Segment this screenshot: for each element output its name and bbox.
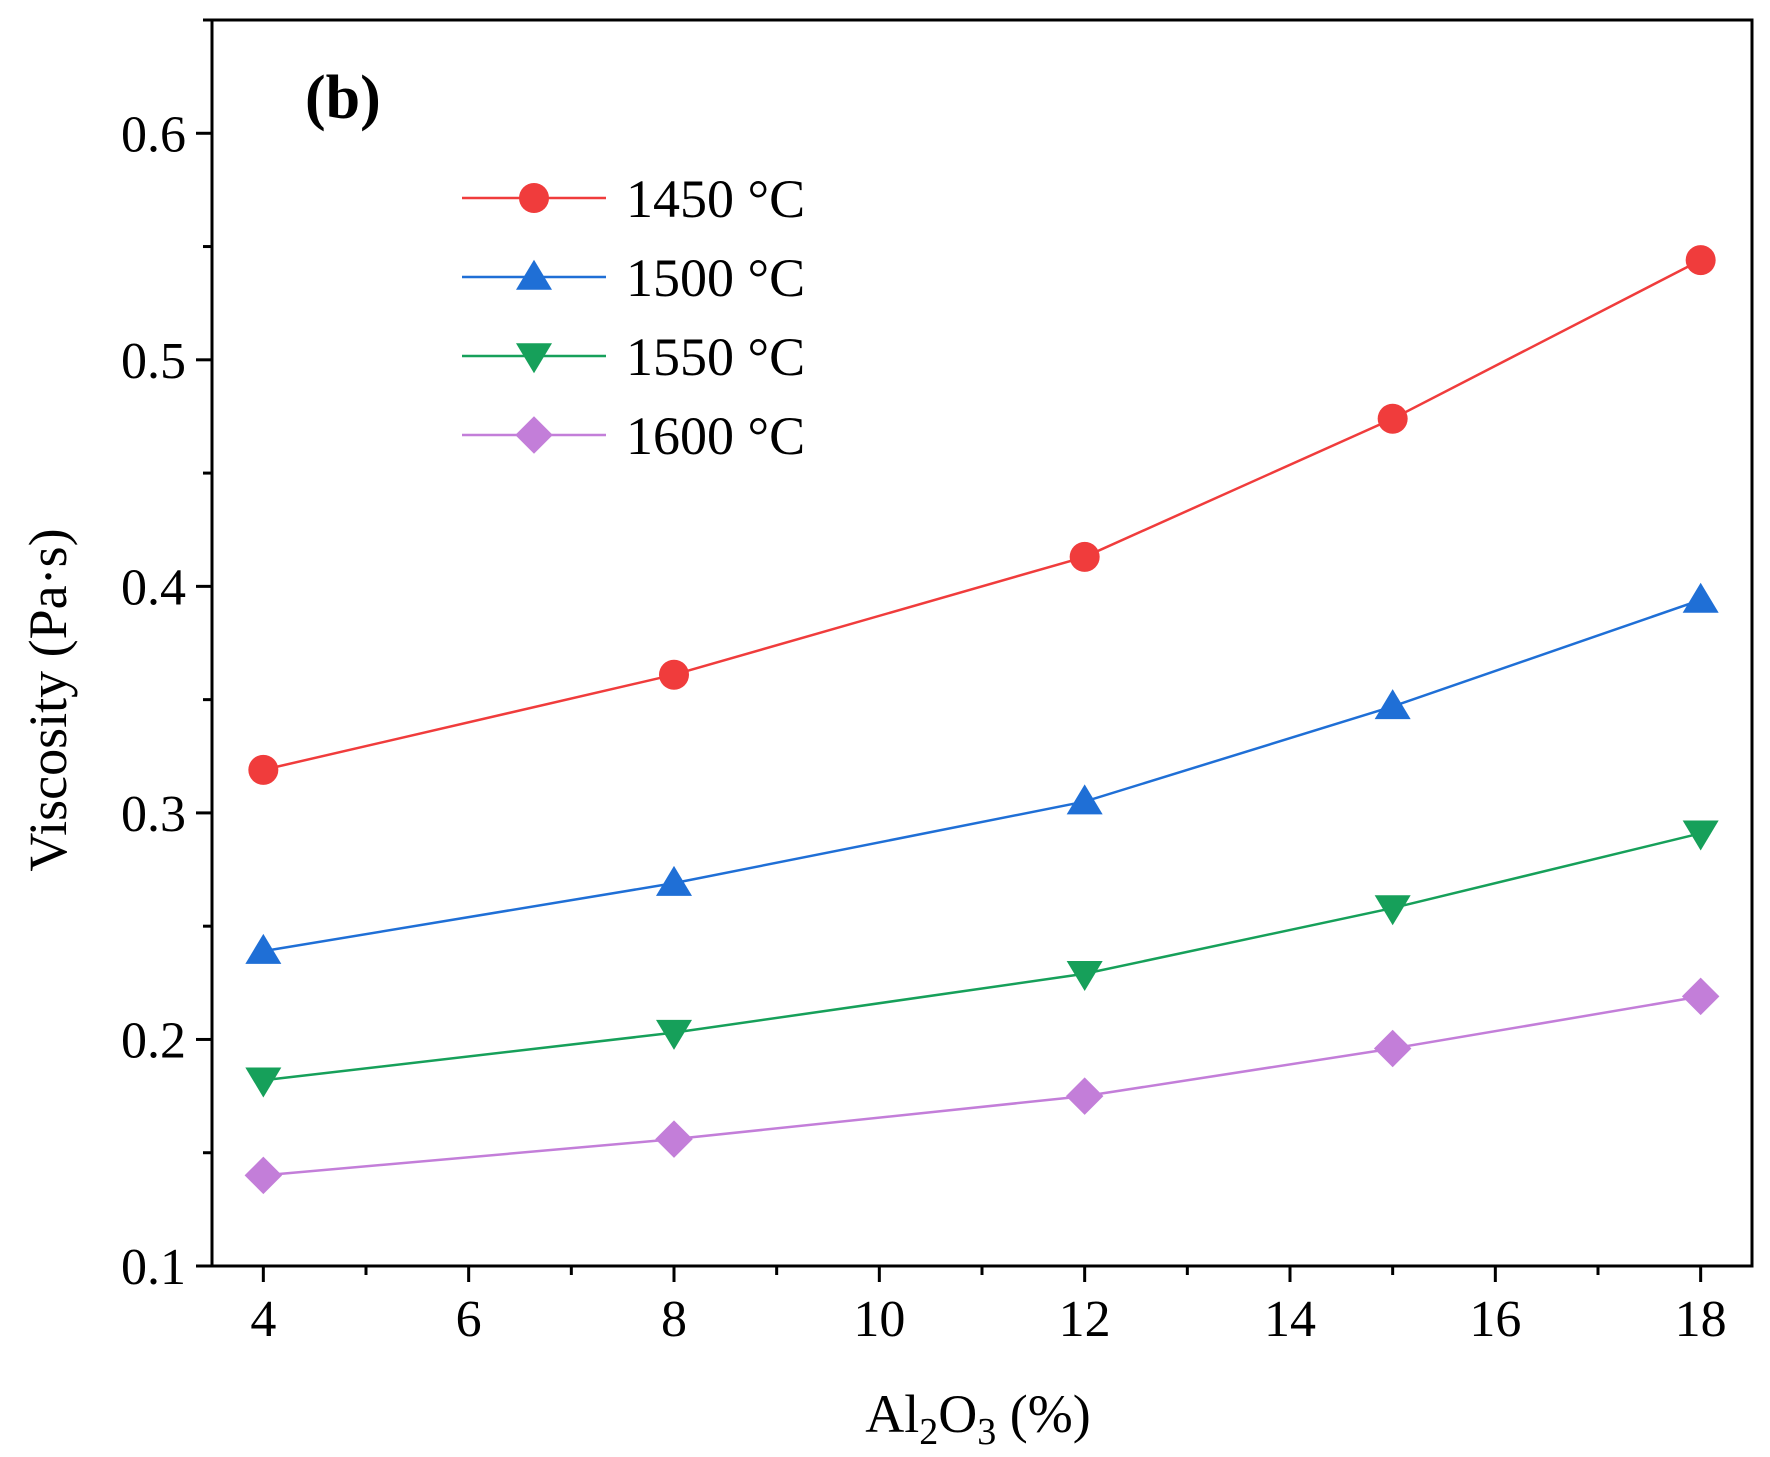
series-1600 bbox=[244, 977, 1720, 1195]
legend-label: 1500 °C bbox=[626, 248, 805, 308]
series-layer bbox=[244, 245, 1720, 1195]
data-point bbox=[1374, 689, 1411, 720]
x-tick-label: 8 bbox=[661, 1291, 687, 1348]
x-tick-label: 14 bbox=[1264, 1291, 1316, 1348]
y-tick-label: 0.3 bbox=[121, 786, 186, 843]
x-tick-label: 16 bbox=[1469, 1291, 1521, 1348]
data-point bbox=[244, 1156, 283, 1195]
data-point bbox=[245, 1067, 282, 1098]
legend-marker bbox=[515, 416, 553, 454]
data-point bbox=[1681, 977, 1720, 1016]
x-tick-label: 12 bbox=[1059, 1291, 1111, 1348]
legend-marker bbox=[519, 183, 549, 213]
x-axis-title: Al2O3 (%) bbox=[865, 1384, 1090, 1453]
data-point bbox=[1066, 961, 1103, 992]
panel-label: (b) bbox=[305, 64, 381, 132]
data-point bbox=[245, 933, 282, 964]
x-tick-label: 4 bbox=[250, 1291, 276, 1348]
y-tick-label: 0.4 bbox=[121, 559, 186, 616]
data-point bbox=[1374, 895, 1411, 926]
series-1450 bbox=[248, 245, 1716, 785]
legend-marker bbox=[516, 259, 552, 290]
legend-marker bbox=[516, 343, 552, 374]
legend-entry: 1550 °C bbox=[462, 327, 805, 387]
data-point bbox=[1066, 784, 1103, 815]
axes-layer: 4 6 8 10 12 14 16 18 0.1 0.2 0.3 0.4 0.5 0.6 bbox=[121, 18, 1754, 1348]
data-point bbox=[659, 659, 689, 690]
x-tick-label: 6 bbox=[456, 1291, 482, 1348]
legend-entry: 1450 °C bbox=[462, 169, 805, 229]
y-axis-title: Viscosity (Pa·s) bbox=[18, 528, 78, 871]
data-point bbox=[656, 865, 692, 896]
data-point bbox=[1682, 582, 1719, 613]
y-tick-label: 0.1 bbox=[121, 1239, 186, 1296]
x-tick-label: 10 bbox=[853, 1291, 905, 1348]
data-point bbox=[1685, 245, 1716, 276]
y-tick-label: 0.6 bbox=[121, 106, 186, 163]
data-point bbox=[1069, 541, 1100, 572]
y-tick-label: 0.2 bbox=[121, 1012, 186, 1069]
data-point bbox=[1065, 1077, 1104, 1115]
legend-entry: 1500 °C bbox=[462, 248, 805, 308]
data-point bbox=[656, 1019, 692, 1050]
series-1500 bbox=[245, 582, 1719, 964]
data-point bbox=[1682, 820, 1719, 851]
legend-label: 1450 °C bbox=[626, 169, 805, 229]
legend-entry: 1600 °C bbox=[462, 406, 805, 466]
series-1550 bbox=[245, 820, 1719, 1098]
legend-label: 1550 °C bbox=[626, 327, 805, 387]
y-tick-label: 0.5 bbox=[121, 333, 186, 390]
data-point bbox=[1377, 403, 1408, 434]
x-tick-label: 18 bbox=[1675, 1291, 1727, 1348]
data-point bbox=[248, 754, 279, 785]
legend-label: 1600 °C bbox=[626, 406, 805, 466]
data-point bbox=[1373, 1029, 1412, 1068]
legend: 1450 °C 1500 °C 1550 °C 1600 °C bbox=[462, 169, 805, 466]
data-point bbox=[655, 1120, 693, 1158]
